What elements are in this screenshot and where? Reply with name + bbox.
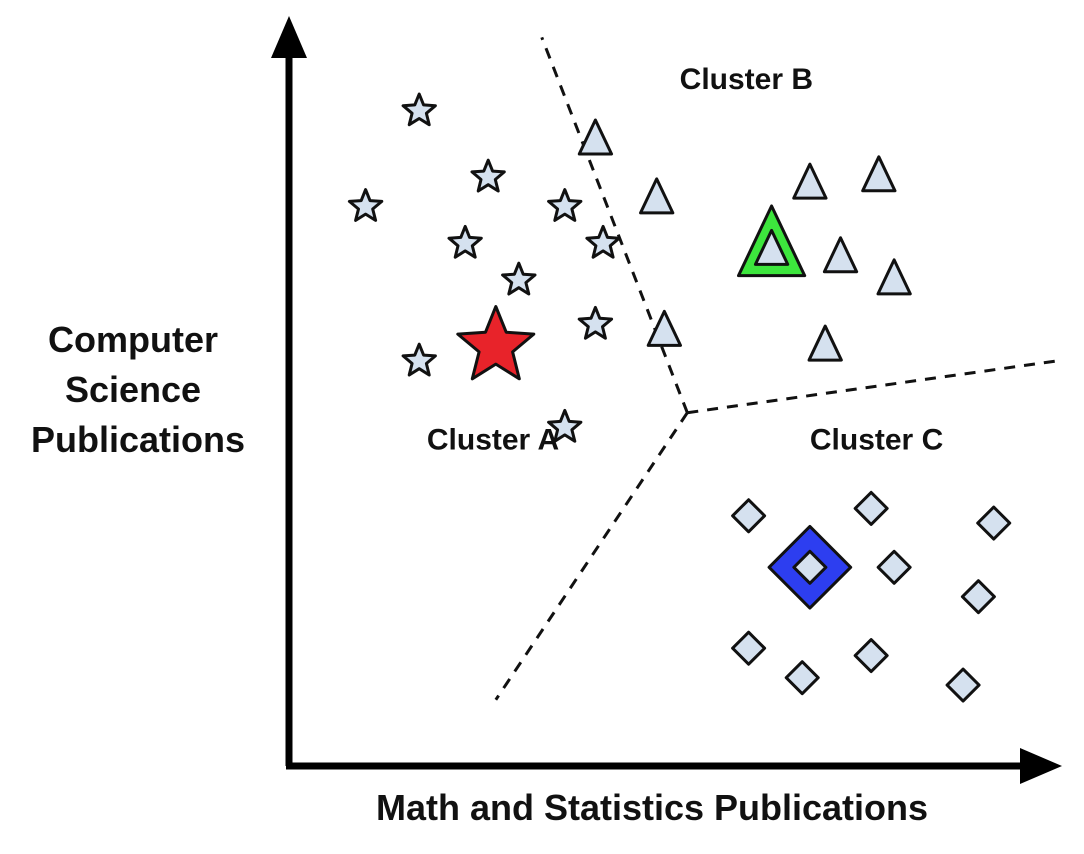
annotation-c: Cluster C (810, 424, 943, 457)
decision-boundary-3 (494, 411, 689, 701)
cluster-a-point-7 (501, 261, 537, 296)
cluster-b-point-4 (861, 155, 897, 193)
y-axis-label-line-3: Publications (31, 419, 245, 460)
cluster-c-point-4 (792, 549, 828, 585)
cluster-c-point-9 (853, 638, 889, 674)
cluster-b-point-6 (822, 236, 859, 274)
annotation-b: Cluster B (680, 63, 813, 96)
cluster-c-point-1 (731, 498, 767, 534)
cluster-a-point-5 (447, 224, 483, 259)
cluster-c-point-3 (976, 505, 1012, 541)
cluster-a-point-1 (401, 92, 437, 127)
cluster-a-centroid (456, 305, 536, 381)
x-axis-label: Math and Statistics Publications (376, 787, 928, 828)
cluster-c-group (731, 490, 1012, 703)
y-axis-label: Computer Science Publications (31, 319, 245, 460)
cluster-a-point-4 (547, 188, 583, 222)
cluster-a-point-10 (547, 408, 583, 443)
cluster-b-point-5 (753, 228, 790, 266)
data-points (347, 92, 1012, 703)
cluster-a-point-8 (577, 305, 614, 340)
y-axis-arrowhead (271, 16, 307, 58)
cluster-a-point-6 (585, 224, 621, 259)
cluster-c-point-8 (784, 660, 820, 696)
axes (271, 16, 1062, 784)
cluster-b-point-8 (646, 309, 682, 347)
cluster-b-point-2 (639, 177, 675, 215)
cluster-c-point-10 (945, 667, 981, 703)
decision-boundary-2 (687, 359, 1056, 415)
cluster-c-point-7 (731, 630, 767, 666)
y-axis-label-line-1: Computer (48, 319, 218, 360)
decision-boundary-1 (540, 36, 689, 414)
cluster-c-point-6 (960, 579, 996, 615)
cluster-a-point-3 (347, 188, 384, 222)
cluster-a-group (347, 92, 621, 443)
cluster-b-point-1 (577, 118, 614, 156)
y-axis-label-line-2: Science (65, 369, 201, 410)
x-axis-arrowhead (1020, 748, 1062, 784)
cluster-b-point-3 (792, 162, 828, 200)
cluster-b-point-7 (876, 258, 912, 296)
cluster-labels: Cluster A Cluster B Cluster C (427, 63, 943, 457)
annotation-a: Cluster A (427, 424, 559, 457)
cluster-a-point-9 (401, 342, 437, 377)
cluster-b-point-9 (807, 324, 843, 362)
cluster-c-point-5 (876, 549, 912, 585)
cluster-c-point-2 (853, 490, 889, 526)
decision-boundaries (494, 36, 1056, 701)
cluster-b-group (577, 118, 912, 362)
cluster-a-point-2 (470, 158, 506, 193)
